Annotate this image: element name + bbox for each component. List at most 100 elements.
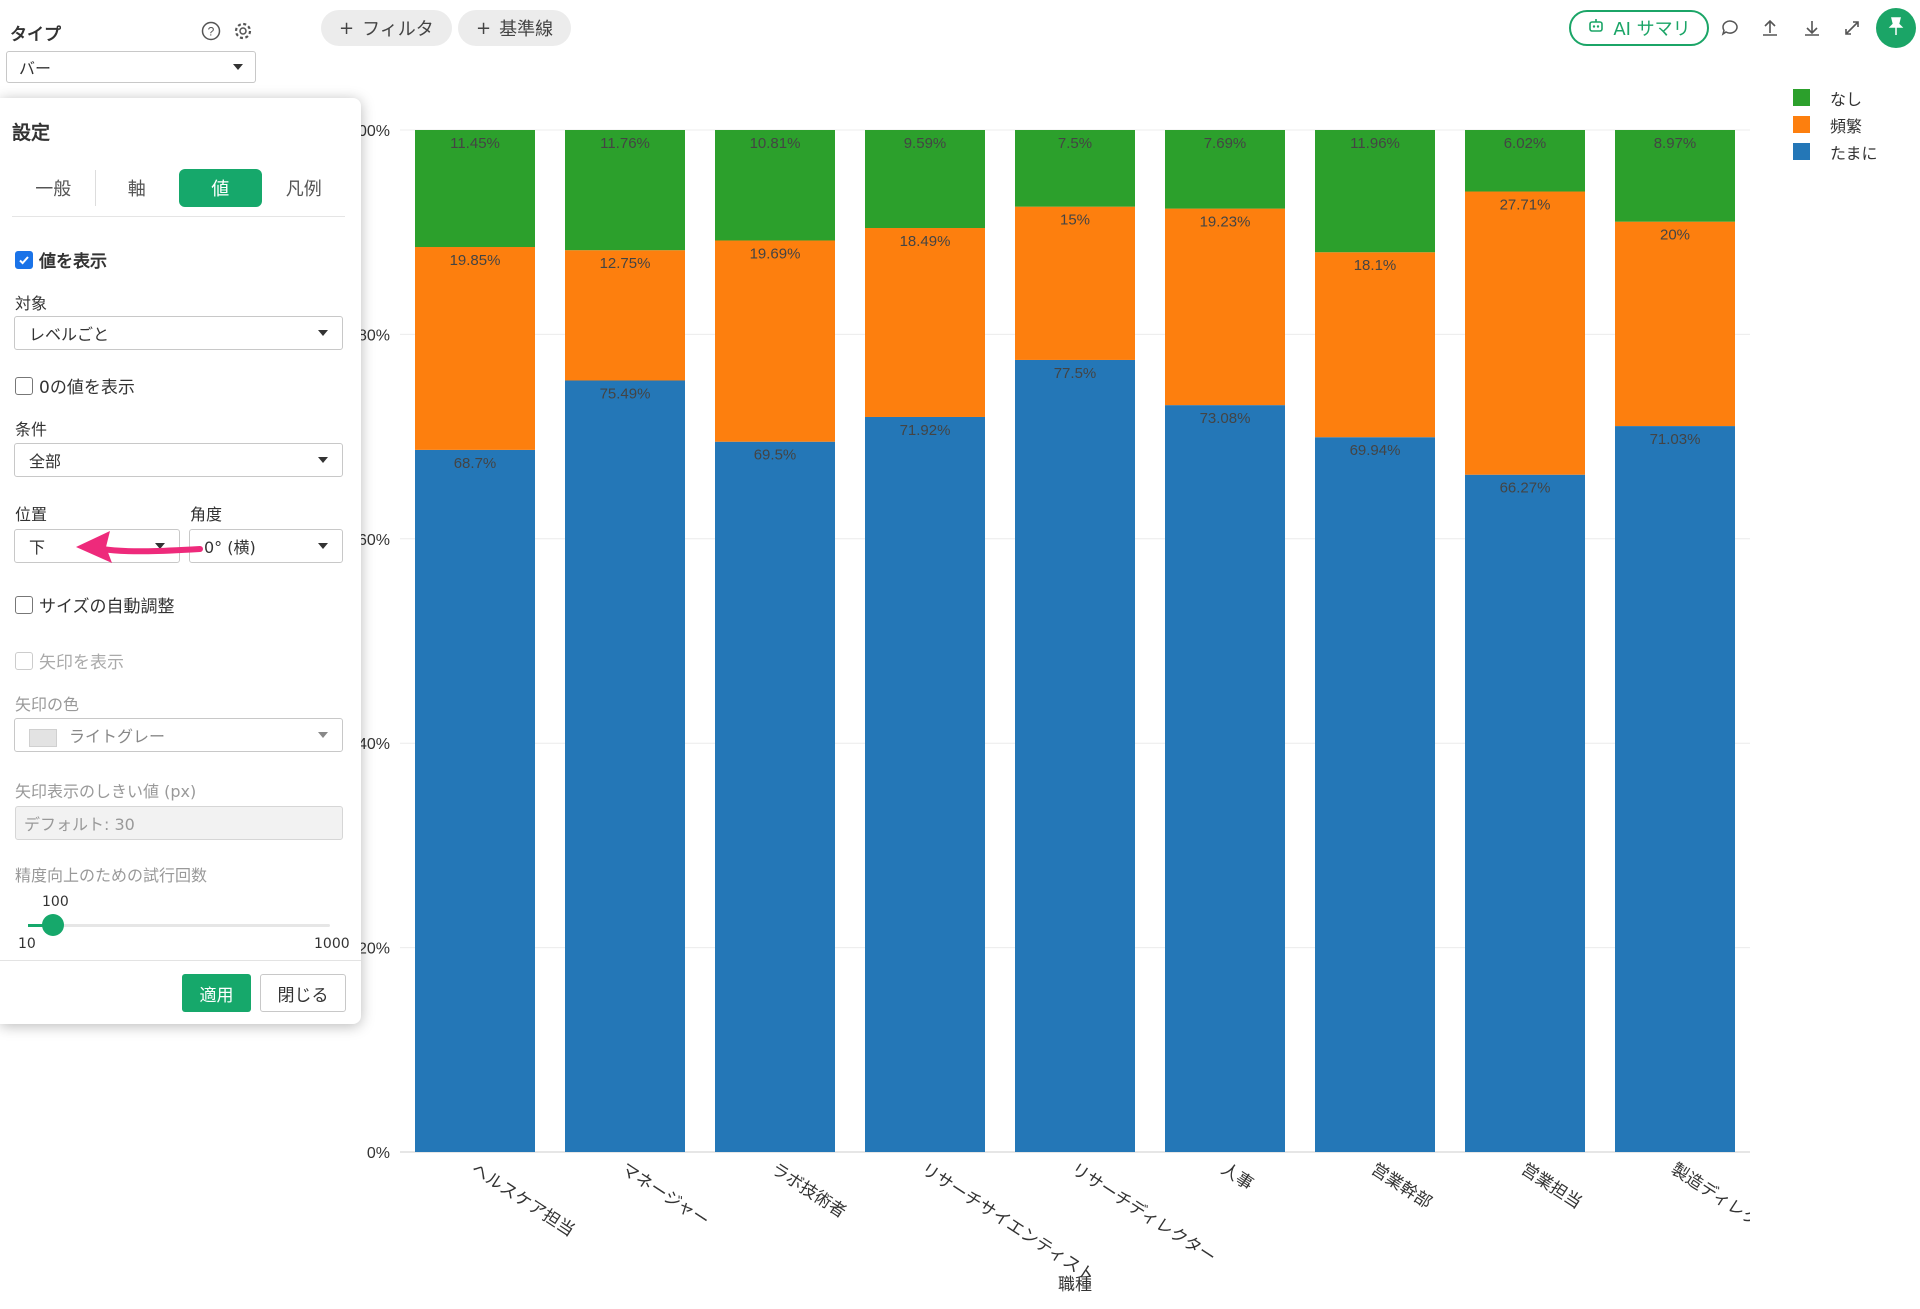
x-tick-label: マネージャー [617, 1159, 712, 1231]
type-label: タイプ [10, 25, 61, 45]
data-label: 75.49% [600, 385, 651, 402]
legend-item[interactable]: たまに [1793, 138, 1878, 165]
tab-axis[interactable]: 軸 [127, 179, 146, 200]
arrow-color-select: ライトグレー [14, 718, 343, 752]
bar-segment[interactable] [715, 130, 835, 241]
bar-segment[interactable] [415, 130, 535, 248]
bar-segment[interactable] [865, 228, 985, 417]
comment-icon[interactable] [1717, 15, 1743, 41]
legend-item[interactable]: 頻繁 [1793, 111, 1878, 138]
target-label: 対象 [15, 294, 48, 313]
trials-slider-track[interactable] [28, 924, 330, 927]
show-zero-checkbox[interactable]: 0の値を表示 [15, 373, 135, 398]
bar-segment[interactable] [1315, 437, 1435, 1152]
data-label: 11.76% [600, 135, 650, 152]
bar-segment[interactable] [1615, 221, 1735, 427]
panel-title: 設定 [12, 122, 51, 144]
bar-segment[interactable] [1465, 191, 1585, 475]
expand-icon[interactable] [1839, 15, 1865, 41]
bar-segment[interactable] [1165, 208, 1285, 406]
checkbox-icon [15, 595, 33, 614]
legend-item[interactable]: なし [1793, 84, 1878, 111]
bar-segment[interactable] [1465, 130, 1585, 192]
bar-segment[interactable] [1315, 130, 1435, 253]
close-button[interactable]: 閉じる [260, 974, 346, 1012]
x-tick-label: ヘルスケア担当 [467, 1159, 578, 1241]
bar-segment[interactable] [565, 380, 685, 1152]
upload-icon[interactable] [1757, 15, 1783, 41]
angle-label: 角度 [190, 505, 223, 524]
legend-label: なし [1830, 89, 1863, 109]
data-label: 9.59% [904, 135, 947, 152]
tab-general[interactable]: 一般 [35, 179, 72, 200]
trials-label: 精度向上のための試行回数 [15, 866, 208, 885]
y-tick-label: 0% [367, 1145, 390, 1162]
auto-size-checkbox[interactable]: サイズの自動調整 [15, 592, 175, 617]
svg-text:?: ? [208, 25, 215, 39]
pin-button[interactable] [1876, 8, 1916, 48]
bar-segment[interactable] [1015, 206, 1135, 360]
bar-segment[interactable] [1165, 405, 1285, 1152]
data-label: 69.5% [754, 447, 797, 464]
x-axis-title: 職種 [1058, 1275, 1092, 1295]
bar-segment[interactable] [1615, 426, 1735, 1153]
ai-summary-button[interactable]: AI サマリ [1569, 10, 1709, 46]
bar-segment[interactable] [415, 247, 535, 450]
bar-segment[interactable] [715, 441, 835, 1153]
bar-segment[interactable] [1015, 359, 1135, 1152]
chart-type-select[interactable]: バー [6, 51, 256, 83]
bar-segment[interactable] [1165, 130, 1285, 209]
x-tick-label: リサーチディレクター [1067, 1159, 1219, 1268]
help-circle-icon[interactable]: ? [200, 20, 222, 42]
download-icon[interactable] [1799, 15, 1825, 41]
arrow-color-value-wrap: ライトグレー [29, 723, 165, 747]
add-filter-label: フィルタ [362, 19, 434, 40]
plus-icon: + [339, 17, 355, 39]
robot-icon [1587, 17, 1605, 40]
annotation-arrow-icon [76, 531, 203, 563]
add-baseline-label: 基準線 [499, 19, 554, 40]
bar-segment[interactable] [715, 240, 835, 442]
bar-segment[interactable] [1315, 252, 1435, 438]
data-label: 77.5% [1054, 365, 1097, 382]
checkbox-icon [15, 651, 33, 670]
angle-value: 0° (横) [204, 538, 256, 557]
arrow-color-value: ライトグレー [69, 727, 166, 746]
add-filter-button[interactable]: + フィルタ [321, 10, 452, 46]
tab-values[interactable]: 値 [179, 169, 262, 207]
show-values-checkbox[interactable]: 値を表示 [15, 247, 107, 272]
auto-size-label: サイズの自動調整 [39, 597, 175, 617]
bar-segment[interactable] [1615, 130, 1735, 222]
condition-label: 条件 [15, 420, 48, 439]
gear-icon[interactable] [232, 20, 254, 42]
bar-segment[interactable] [1465, 474, 1585, 1153]
condition-select[interactable]: 全部 [14, 443, 343, 477]
data-label: 68.7% [454, 455, 497, 472]
bar-segment[interactable] [865, 130, 985, 229]
apply-button[interactable]: 適用 [182, 974, 251, 1012]
tab-divider [94, 170, 96, 206]
position-label: 位置 [15, 505, 48, 524]
y-tick-label: 60% [358, 532, 390, 549]
angle-select[interactable]: 0° (横) [189, 529, 343, 563]
bar-segment[interactable] [565, 250, 685, 381]
data-label: 18.1% [1354, 257, 1397, 274]
chart-legend: なし 頻繁 たまに [1793, 84, 1878, 165]
bar-segment[interactable] [565, 130, 685, 251]
target-value: レベルごと [29, 325, 110, 344]
tab-legend[interactable]: 凡例 [285, 179, 322, 200]
y-tick-label: 40% [358, 736, 390, 753]
x-tick-label: ラボ技術者 [767, 1159, 849, 1222]
bar-segment[interactable] [1015, 130, 1135, 207]
data-label: 20% [1660, 227, 1690, 244]
bar-segment[interactable] [415, 449, 535, 1152]
trials-slider-handle[interactable] [42, 914, 64, 936]
target-select[interactable]: レベルごと [14, 316, 343, 350]
data-label: 12.75% [600, 255, 651, 272]
pin-icon [1887, 16, 1905, 40]
data-label: 15% [1060, 212, 1090, 229]
x-tick-label: 営業担当 [1517, 1159, 1585, 1213]
bar-segment[interactable] [865, 416, 985, 1152]
legend-swatch-frequent [1793, 116, 1810, 133]
add-baseline-button[interactable]: + 基準線 [458, 10, 572, 46]
